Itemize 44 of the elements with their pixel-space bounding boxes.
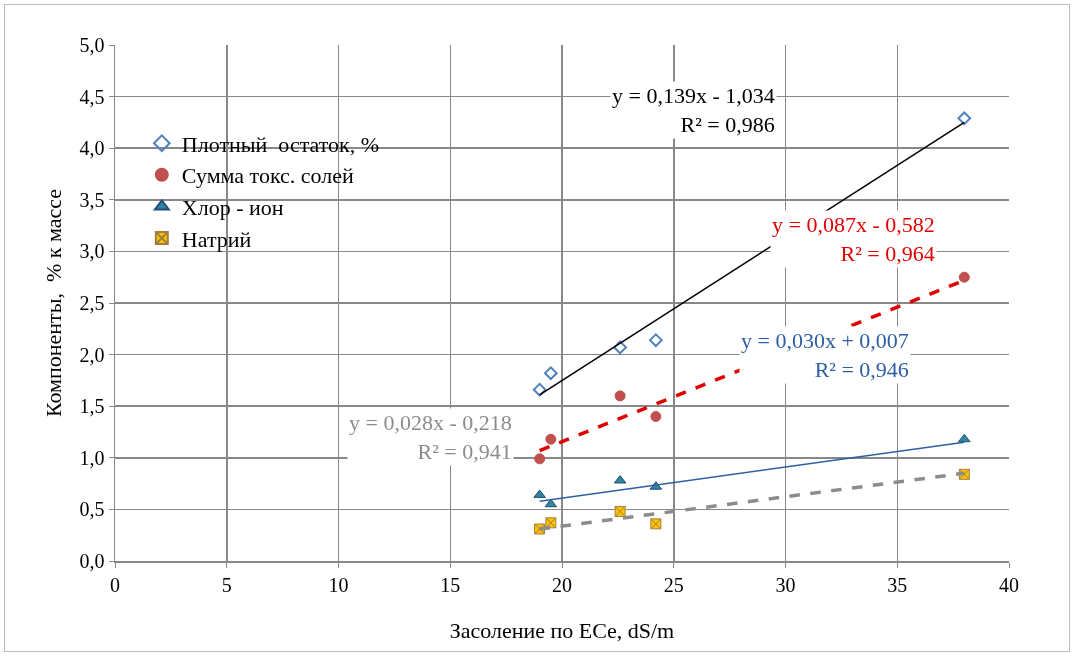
point bbox=[957, 111, 972, 126]
x-tick-label: 35 bbox=[887, 573, 908, 596]
legend-label: Натрий bbox=[181, 226, 252, 252]
y-tick-label: 1,5 bbox=[79, 395, 105, 418]
point bbox=[614, 505, 626, 517]
point bbox=[532, 382, 547, 397]
y-tick-label: 3,0 bbox=[79, 240, 105, 263]
x-tick-label: 0 bbox=[110, 573, 120, 596]
y-axis-title: Компоненты, % к массе bbox=[40, 188, 66, 418]
point bbox=[958, 271, 970, 283]
point bbox=[958, 433, 971, 443]
y-tick-label: 3,5 bbox=[79, 188, 105, 211]
x-tick-label: 20 bbox=[552, 573, 572, 596]
point bbox=[543, 366, 558, 381]
y-tick-label: 4,0 bbox=[79, 137, 105, 160]
point bbox=[544, 498, 558, 508]
legend-label: Плотный остаток, % bbox=[181, 131, 380, 157]
y-tick-label: 2,5 bbox=[79, 292, 105, 314]
legend-label: Сумма токс. солей bbox=[181, 163, 355, 189]
point bbox=[650, 518, 662, 530]
annotation: y = 0,030x + 0,007 R² = 0,946 bbox=[741, 328, 909, 382]
x-tick-label: 5 bbox=[221, 573, 232, 596]
annotation: y = 0,087x - 0,582 R² = 0,964 bbox=[772, 212, 935, 266]
y-tick-label: 2,0 bbox=[79, 343, 105, 366]
y-tick-label: 4,5 bbox=[79, 85, 105, 108]
annotation: y = 0,028x - 0,218 R² = 0,941 bbox=[349, 410, 512, 464]
legend-label: Хлор - ион bbox=[181, 194, 284, 220]
point bbox=[649, 333, 663, 347]
y-tick-label: 5,0 bbox=[79, 34, 105, 56]
point bbox=[545, 433, 557, 445]
x-tick-label: 25 bbox=[663, 573, 684, 596]
x-tick-label: 15 bbox=[440, 573, 461, 596]
point bbox=[614, 390, 626, 402]
point bbox=[650, 411, 662, 423]
point bbox=[613, 340, 627, 355]
x-tick-label: 40 bbox=[999, 573, 1019, 596]
y-tick-label: 1,0 bbox=[79, 446, 105, 469]
annotation: y = 0,139x - 1,034 R² = 0,986 bbox=[612, 83, 775, 137]
y-tick-label: 0,0 bbox=[79, 550, 105, 572]
point bbox=[534, 453, 546, 465]
x-tick-label: 10 bbox=[328, 573, 349, 596]
x-tick-label: 30 bbox=[775, 573, 796, 596]
y-tick-label: 0,5 bbox=[79, 498, 105, 521]
x-axis-title: Засоление по ECe, dS/m bbox=[449, 617, 675, 643]
